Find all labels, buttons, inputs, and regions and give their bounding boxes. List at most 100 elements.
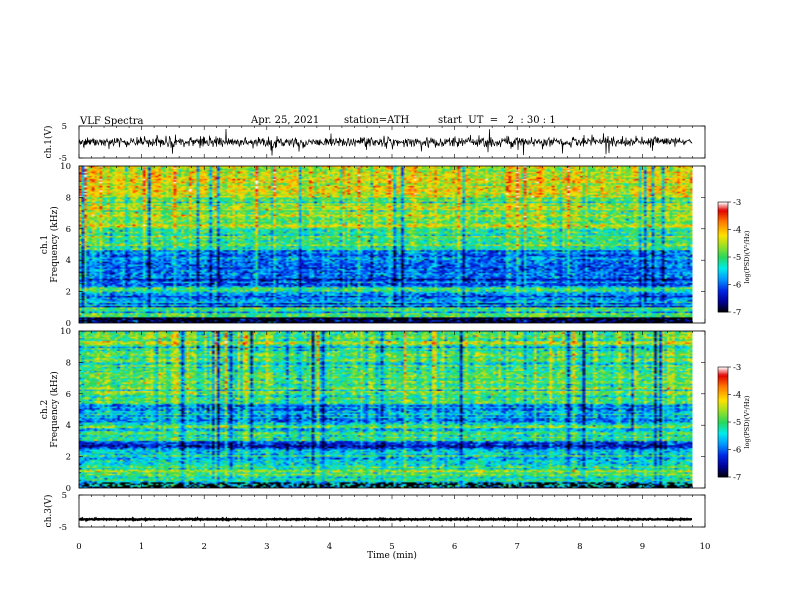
ch2-spectrogram-ytick-label: 4 <box>66 421 71 431</box>
ch1-spectrogram-colorbar-step <box>718 302 728 305</box>
ch1-spectrogram-colorbar-step <box>718 291 728 294</box>
ch2-spectrogram-colorbar-step <box>718 459 728 461</box>
ch2-spectrogram-colorbar-step <box>718 428 728 431</box>
time-tick-label: 1 <box>139 542 144 552</box>
ch1-spectrogram-colorbar-tick-label: -3 <box>733 198 741 208</box>
ch2-spectrogram-ylabel: Frequency (kHz) <box>49 371 60 448</box>
ch2-spectrogram-colorbar-step <box>718 379 728 382</box>
ch1-spectrogram-colorbar-step <box>718 221 728 224</box>
ch1-spectrogram-colorbar-step <box>718 215 728 218</box>
ch1-spectrogram-colorbar-step <box>718 279 728 281</box>
ch2-spectrogram-colorbar-step <box>718 397 728 400</box>
ch2-spectrogram-ytick-label: 6 <box>66 390 71 400</box>
ch1-spectrogram-colorbar-step <box>718 272 728 274</box>
ch1-spectrogram-colorbar-tick-label: -5 <box>733 253 741 263</box>
ch2-spectrogram-colorbar-step <box>718 372 728 375</box>
ch2-spectrogram-ytick-label: 8 <box>66 358 71 368</box>
ch1-spectrogram-ytick-label: 2 <box>66 288 71 298</box>
ch2-spectrogram-colorbar-step <box>718 376 728 379</box>
time-tick-label: 8 <box>577 542 582 552</box>
figure-title: VLF Spectra <box>79 116 144 127</box>
ch2-spectrogram-colorbar-step <box>718 420 728 423</box>
ch1-spectrogram-colorbar-step <box>718 210 728 213</box>
ch1-spectrogram-colorbar-step <box>718 232 728 235</box>
ch3-waveform-frame <box>78 494 706 528</box>
ch1-spectrogram-colorbar-step <box>718 274 728 277</box>
ch1-spectrogram-panel: 0 2 4 6 8 10 ch.1 Frequency (kHz) <box>40 162 706 329</box>
ch2-spectrogram-colorbar-step <box>718 433 728 435</box>
ch2-spectrogram-colorbar-step <box>718 417 728 420</box>
ch3-waveform-panel: 5 -5 ch.3(V) <box>43 491 706 533</box>
ch1-spectrogram-channel-label: ch.1 <box>40 235 50 254</box>
ch2-spectrogram-colorbar-step <box>718 404 728 406</box>
ch1-spectrogram-colorbar-step <box>718 255 728 258</box>
ch1-spectrogram-colorbar-step <box>718 266 728 269</box>
ch2-spectrogram-colorbar-step <box>718 380 728 383</box>
ch1-spectrogram-colorbar-step <box>718 247 728 250</box>
ch2-spectrogram-colorbar-step <box>718 413 728 416</box>
ch2-spectrogram-colorbar-step <box>718 369 728 372</box>
ch1-spectrogram-colorbar-step <box>718 254 728 257</box>
ch2-spectrogram-colorbar-step <box>718 471 728 474</box>
ch1-spectrogram-colorbar-step <box>718 281 728 284</box>
ch2-spectrogram-colorbar-step <box>718 456 728 459</box>
ch2-spectrogram-colorbar-step <box>718 449 728 452</box>
ch1-spectrogram-colorbar-step <box>718 259 728 262</box>
ch2-spectrogram-colorbar-step <box>718 400 728 402</box>
ch1-spectrogram-colorbar-step <box>718 250 728 252</box>
ch2-spectrogram-colorbar-step <box>718 453 728 456</box>
ch2-spectrogram-ytick-label: 2 <box>66 453 71 463</box>
ch1-spectrogram-colorbar-step <box>718 290 728 292</box>
ch1-spectrogram-colorbar-tick-label: -7 <box>733 308 741 318</box>
ch1-spectrogram-colorbar-step <box>718 252 728 255</box>
ch2-spectrogram-colorbar-step <box>718 448 728 450</box>
ch1-spectrogram-colorbar-step <box>718 230 728 233</box>
ch2-spectrogram-colorbar-step <box>718 435 728 438</box>
ch1-spectrogram-colorbar-step <box>718 211 728 214</box>
ch2-spectrogram-colorbar-step <box>718 409 728 412</box>
ch1-spectrogram-ytick-label: 4 <box>66 256 71 266</box>
ch1-spectrogram-colorbar-step <box>718 306 728 309</box>
ch2-spectrogram-colorbar-step <box>718 375 728 378</box>
ch1-spectrogram-colorbar-step <box>718 284 728 287</box>
ch1-spectrogram-colorbar-step <box>718 228 728 230</box>
ch2-spectrogram-colorbar-step <box>718 444 728 446</box>
ch2-spectrogram-colorbar-tick-label: -5 <box>733 418 741 428</box>
ch1-spectrogram-ytick-label: 0 <box>66 319 71 329</box>
ch1-spectrogram-colorbar-step <box>718 236 728 239</box>
ch1-spectrogram-colorbar-step <box>718 229 728 232</box>
ch1-spectrogram-ytick-label: 6 <box>66 225 71 235</box>
ch1-spectrogram-colorbar-step <box>718 233 728 236</box>
ch1-spectrogram-colorbar-step <box>718 295 728 298</box>
ch2-spectrogram-colorbar-label: log(PSD)(V²/Hz) <box>743 395 751 448</box>
ch1-spectrogram-colorbar-step <box>718 270 728 273</box>
time-tick-label: 4 <box>327 542 332 552</box>
ch1-spectrogram-colorbar-step <box>718 305 728 307</box>
ch1-spectrogram-colorbar-step <box>718 219 728 222</box>
ch1-spectrogram-ylabel: Frequency (kHz) <box>49 206 60 283</box>
start-time-label: start UT = 2 : 30 : 1 <box>438 115 556 126</box>
ch2-spectrogram-colorbar-step <box>718 446 728 449</box>
ch2-spectrogram-colorbar-step <box>718 373 728 376</box>
ch2-spectrogram-colorbar-tick-label: -4 <box>733 391 741 401</box>
ch2-spectrogram-colorbar-step <box>718 401 728 404</box>
ch3-waveform-ylabel: ch.3(V) <box>43 495 54 528</box>
ch1-spectrogram-ytick-label: 10 <box>60 162 71 172</box>
date-label: Apr. 25, 2021 <box>250 115 319 126</box>
ch2-spectrogram-panel: 0 2 4 6 8 10 ch.2 Frequency (kHz) <box>40 327 706 494</box>
ch2-spectrogram-colorbar-step <box>718 474 728 477</box>
ch2-spectrogram-colorbar-step <box>718 395 728 398</box>
ch3-waveform-ytick-label: 5 <box>62 491 67 501</box>
ch1-spectrogram-colorbar-step <box>718 218 728 221</box>
ch1-spectrogram-colorbar-step <box>718 202 728 204</box>
ch2-spectrogram-colorbar-step <box>718 441 728 444</box>
ch2-spectrogram-colorbar-step <box>718 378 728 380</box>
ch2-spectrogram-colorbar-step <box>718 411 728 413</box>
ch1-spectrogram-colorbar-step <box>718 287 728 290</box>
time-tick-label: 5 <box>389 542 394 552</box>
ch1-spectrogram-colorbar-step <box>718 248 728 251</box>
ch2-spectrogram-colorbar-step <box>718 445 728 448</box>
ch2-spectrogram-colorbar-step <box>718 422 728 424</box>
ch1-spectrogram-colorbar-step <box>718 235 728 237</box>
